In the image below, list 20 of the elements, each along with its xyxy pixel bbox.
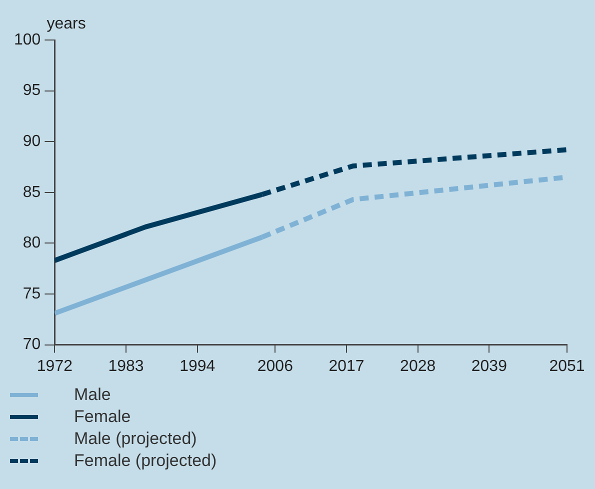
legend-label: Female (projected) (74, 451, 217, 471)
y-tick-label: 100 (14, 31, 41, 48)
y-tick-label: 85 (22, 184, 41, 201)
x-tick-label: 2039 (471, 358, 508, 375)
y-tick-label: 95 (22, 82, 41, 100)
x-tick-label: 2006 (257, 358, 294, 375)
legend-label: Male (projected) (74, 429, 197, 449)
legend-label: Female (74, 407, 131, 427)
y-tick-label: 70 (22, 336, 41, 354)
x-tick-label: 2051 (549, 358, 585, 375)
y-tick-label: 90 (22, 133, 41, 150)
y-tick-label: 80 (22, 234, 41, 252)
legend-label: Male (74, 385, 111, 405)
y-tick-label: 75 (22, 285, 41, 302)
y-axis-title: years (46, 15, 86, 32)
x-tick-label: 1994 (180, 358, 216, 375)
x-tick-label: 2028 (400, 358, 436, 375)
x-tick-label: 1972 (36, 358, 73, 375)
x-tick-label: 2017 (328, 358, 364, 375)
x-tick-label: 1983 (108, 358, 144, 375)
